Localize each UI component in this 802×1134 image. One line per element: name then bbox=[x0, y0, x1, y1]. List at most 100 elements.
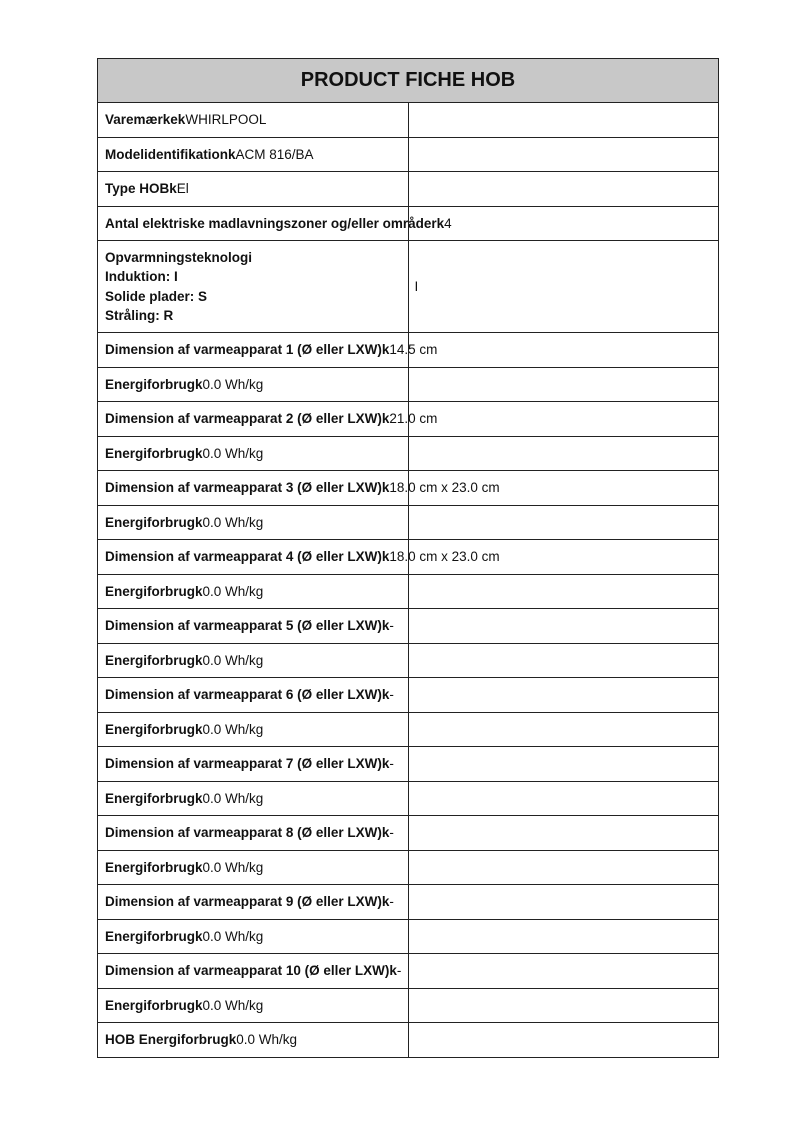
row-value: - bbox=[389, 894, 394, 910]
tech-line: Opvarmningsteknologi bbox=[105, 249, 253, 265]
row-cell-right bbox=[407, 1022, 719, 1058]
row-value: - bbox=[389, 618, 394, 634]
row-value: 0.0 Wh/kg bbox=[202, 445, 264, 461]
table-row: Dimension af varmeapparat 1 (Ø eller LXW… bbox=[97, 332, 719, 368]
row-cell-right bbox=[407, 918, 719, 954]
table-row: Energiforbrugk0.0 Wh/kg bbox=[97, 366, 719, 402]
row-value: 0.0 Wh/kg bbox=[236, 1032, 298, 1048]
row-value: El bbox=[176, 181, 189, 197]
row-cell-right bbox=[407, 849, 719, 885]
row-value: 0.0 Wh/kg bbox=[202, 721, 264, 737]
row-label: Dimension af varmeapparat 3 (Ø eller LXW… bbox=[105, 480, 390, 496]
row-cell-left: Dimension af varmeapparat 6 (Ø eller LXW… bbox=[97, 677, 409, 713]
table-row: Type HOBkEl bbox=[97, 171, 719, 207]
table-row: Dimension af varmeapparat 8 (Ø eller LXW… bbox=[97, 815, 719, 851]
row-cell-right bbox=[407, 780, 719, 816]
row-cell-left: Energiforbrugk0.0 Wh/kg bbox=[97, 849, 409, 885]
row-label: Energiforbrugk bbox=[105, 928, 203, 944]
table-row: Dimension af varmeapparat 3 (Ø eller LXW… bbox=[97, 470, 719, 506]
row-cell-left: HOB Energiforbrugk0.0 Wh/kg bbox=[97, 1022, 409, 1058]
product-fiche-table: PRODUCT FICHE HOB VaremærkekWHIRLPOOL Mod… bbox=[97, 58, 719, 1058]
tech-line: Stråling: R bbox=[105, 308, 174, 323]
row-label: Energiforbrugk bbox=[105, 859, 203, 875]
row-label: Antal elektriske madlavningszoner og/ell… bbox=[105, 215, 445, 231]
row-cell-left: Energiforbrugk0.0 Wh/kg bbox=[97, 711, 409, 747]
row-cell-left: Dimension af varmeapparat 1 (Ø eller LXW… bbox=[97, 332, 437, 368]
row-label: Type HOBk bbox=[105, 181, 177, 197]
row-label: Energiforbrugk bbox=[105, 376, 203, 392]
row-label: Dimension af varmeapparat 10 (Ø eller LX… bbox=[105, 963, 397, 979]
row-label: Dimension af varmeapparat 6 (Ø eller LXW… bbox=[105, 687, 390, 703]
row-cell-left: Energiforbrugk0.0 Wh/kg bbox=[97, 573, 409, 609]
row-label: Varemærkek bbox=[105, 112, 186, 128]
row-label: Dimension af varmeapparat 7 (Ø eller LXW… bbox=[105, 756, 390, 772]
table-row: Energiforbrugk0.0 Wh/kg bbox=[97, 711, 719, 747]
row-cell-left: Energiforbrugk0.0 Wh/kg bbox=[97, 366, 409, 402]
tech-line: Induktion: I bbox=[105, 269, 178, 284]
row-cell-left: Opvarmningsteknologi Induktion: I Solide p… bbox=[97, 240, 409, 333]
row-value: - bbox=[389, 756, 394, 772]
row-value: 0.0 Wh/kg bbox=[202, 790, 264, 806]
table-row: Energiforbrugk0.0 Wh/kg bbox=[97, 780, 719, 816]
table-row: VaremærkekWHIRLPOOL bbox=[97, 102, 719, 138]
table-row: Dimension af varmeapparat 6 (Ø eller LXW… bbox=[97, 677, 719, 713]
row-cell-right bbox=[407, 401, 719, 437]
row-cell-right bbox=[407, 815, 719, 851]
row-label: HOB Energiforbrugk bbox=[105, 1032, 237, 1048]
row-cell-right bbox=[407, 102, 719, 138]
row-label: Modelidentifikationk bbox=[105, 146, 236, 162]
row-cell-right bbox=[407, 136, 719, 172]
table-row: HOB Energiforbrugk0.0 Wh/kg bbox=[97, 1022, 719, 1058]
row-value: ACM 816/BA bbox=[235, 146, 314, 162]
row-value: 4 bbox=[444, 215, 452, 231]
row-value: 14.5 cm bbox=[389, 342, 438, 358]
row-cell-right bbox=[407, 884, 719, 920]
row-cell-left: Energiforbrugk0.0 Wh/kg bbox=[97, 435, 409, 471]
row-label: Energiforbrugk bbox=[105, 652, 203, 668]
row-cell-left: Dimension af varmeapparat 5 (Ø eller LXW… bbox=[97, 608, 409, 644]
row-cell-left: VaremærkekWHIRLPOOL bbox=[97, 102, 409, 138]
row-cell-left: Energiforbrugk0.0 Wh/kg bbox=[97, 918, 409, 954]
row-cell-left: Dimension af varmeapparat 10 (Ø eller LX… bbox=[97, 953, 409, 989]
row-cell-left: Energiforbrugk0.0 Wh/kg bbox=[97, 780, 409, 816]
row-cell-right bbox=[407, 504, 719, 540]
row-cell-left: Energiforbrugk0.0 Wh/kg bbox=[97, 642, 409, 678]
row-cell-right bbox=[407, 677, 719, 713]
heating-technology-row: Opvarmningsteknologi Induktion: I Solide p… bbox=[97, 240, 719, 333]
row-label: Energiforbrugk bbox=[105, 514, 203, 530]
page-title: PRODUCT FICHE HOB bbox=[97, 58, 719, 103]
row-value: 18.0 cm x 23.0 cm bbox=[389, 549, 500, 565]
row-value: - bbox=[396, 963, 402, 979]
row-cell-right bbox=[407, 573, 719, 609]
row-label: Dimension af varmeapparat 5 (Ø eller LXW… bbox=[105, 618, 390, 634]
table-row: Energiforbrugk0.0 Wh/kg bbox=[97, 573, 719, 609]
table-row: Energiforbrugk0.0 Wh/kg bbox=[97, 849, 719, 885]
row-cell-right bbox=[407, 332, 719, 368]
header-row: PRODUCT FICHE HOB bbox=[97, 58, 719, 103]
row-label: Dimension af varmeapparat 1 (Ø eller LXW… bbox=[105, 342, 390, 358]
table-row: Energiforbrugk0.0 Wh/kg bbox=[97, 987, 719, 1023]
table-row: Energiforbrugk0.0 Wh/kg bbox=[97, 435, 719, 471]
row-label: Energiforbrugk bbox=[105, 721, 203, 737]
row-value: 0.0 Wh/kg bbox=[202, 997, 264, 1013]
row-cell-left: ModelidentifikationkACM 816/BA bbox=[97, 136, 409, 172]
row-value: 18.0 cm x 23.0 cm bbox=[389, 480, 500, 496]
table-row: Dimension af varmeapparat 4 (Ø eller LXW… bbox=[97, 539, 719, 575]
row-value: 0.0 Wh/kg bbox=[202, 859, 264, 875]
row-value: 21.0 cm bbox=[389, 411, 438, 427]
row-cell-right bbox=[407, 746, 719, 782]
tech-value: I bbox=[407, 240, 719, 333]
row-cell-right bbox=[407, 953, 719, 989]
row-cell-left: Dimension af varmeapparat 2 (Ø eller LXW… bbox=[97, 401, 437, 437]
row-cell-right bbox=[407, 987, 719, 1023]
table-row: Dimension af varmeapparat 5 (Ø eller LXW… bbox=[97, 608, 719, 644]
row-cell-right bbox=[407, 171, 719, 207]
row-cell-left: Dimension af varmeapparat 9 (Ø eller LXW… bbox=[97, 884, 409, 920]
row-label: Dimension af varmeapparat 2 (Ø eller LXW… bbox=[105, 411, 390, 427]
table-row: Energiforbrugk0.0 Wh/kg bbox=[97, 642, 719, 678]
row-label: Energiforbrugk bbox=[105, 997, 203, 1013]
row-cell-left: Type HOBkEl bbox=[97, 171, 409, 207]
row-cell-left: Energiforbrugk0.0 Wh/kg bbox=[97, 504, 409, 540]
table-row: Dimension af varmeapparat 2 (Ø eller LXW… bbox=[97, 401, 719, 437]
row-cell-right bbox=[407, 642, 719, 678]
